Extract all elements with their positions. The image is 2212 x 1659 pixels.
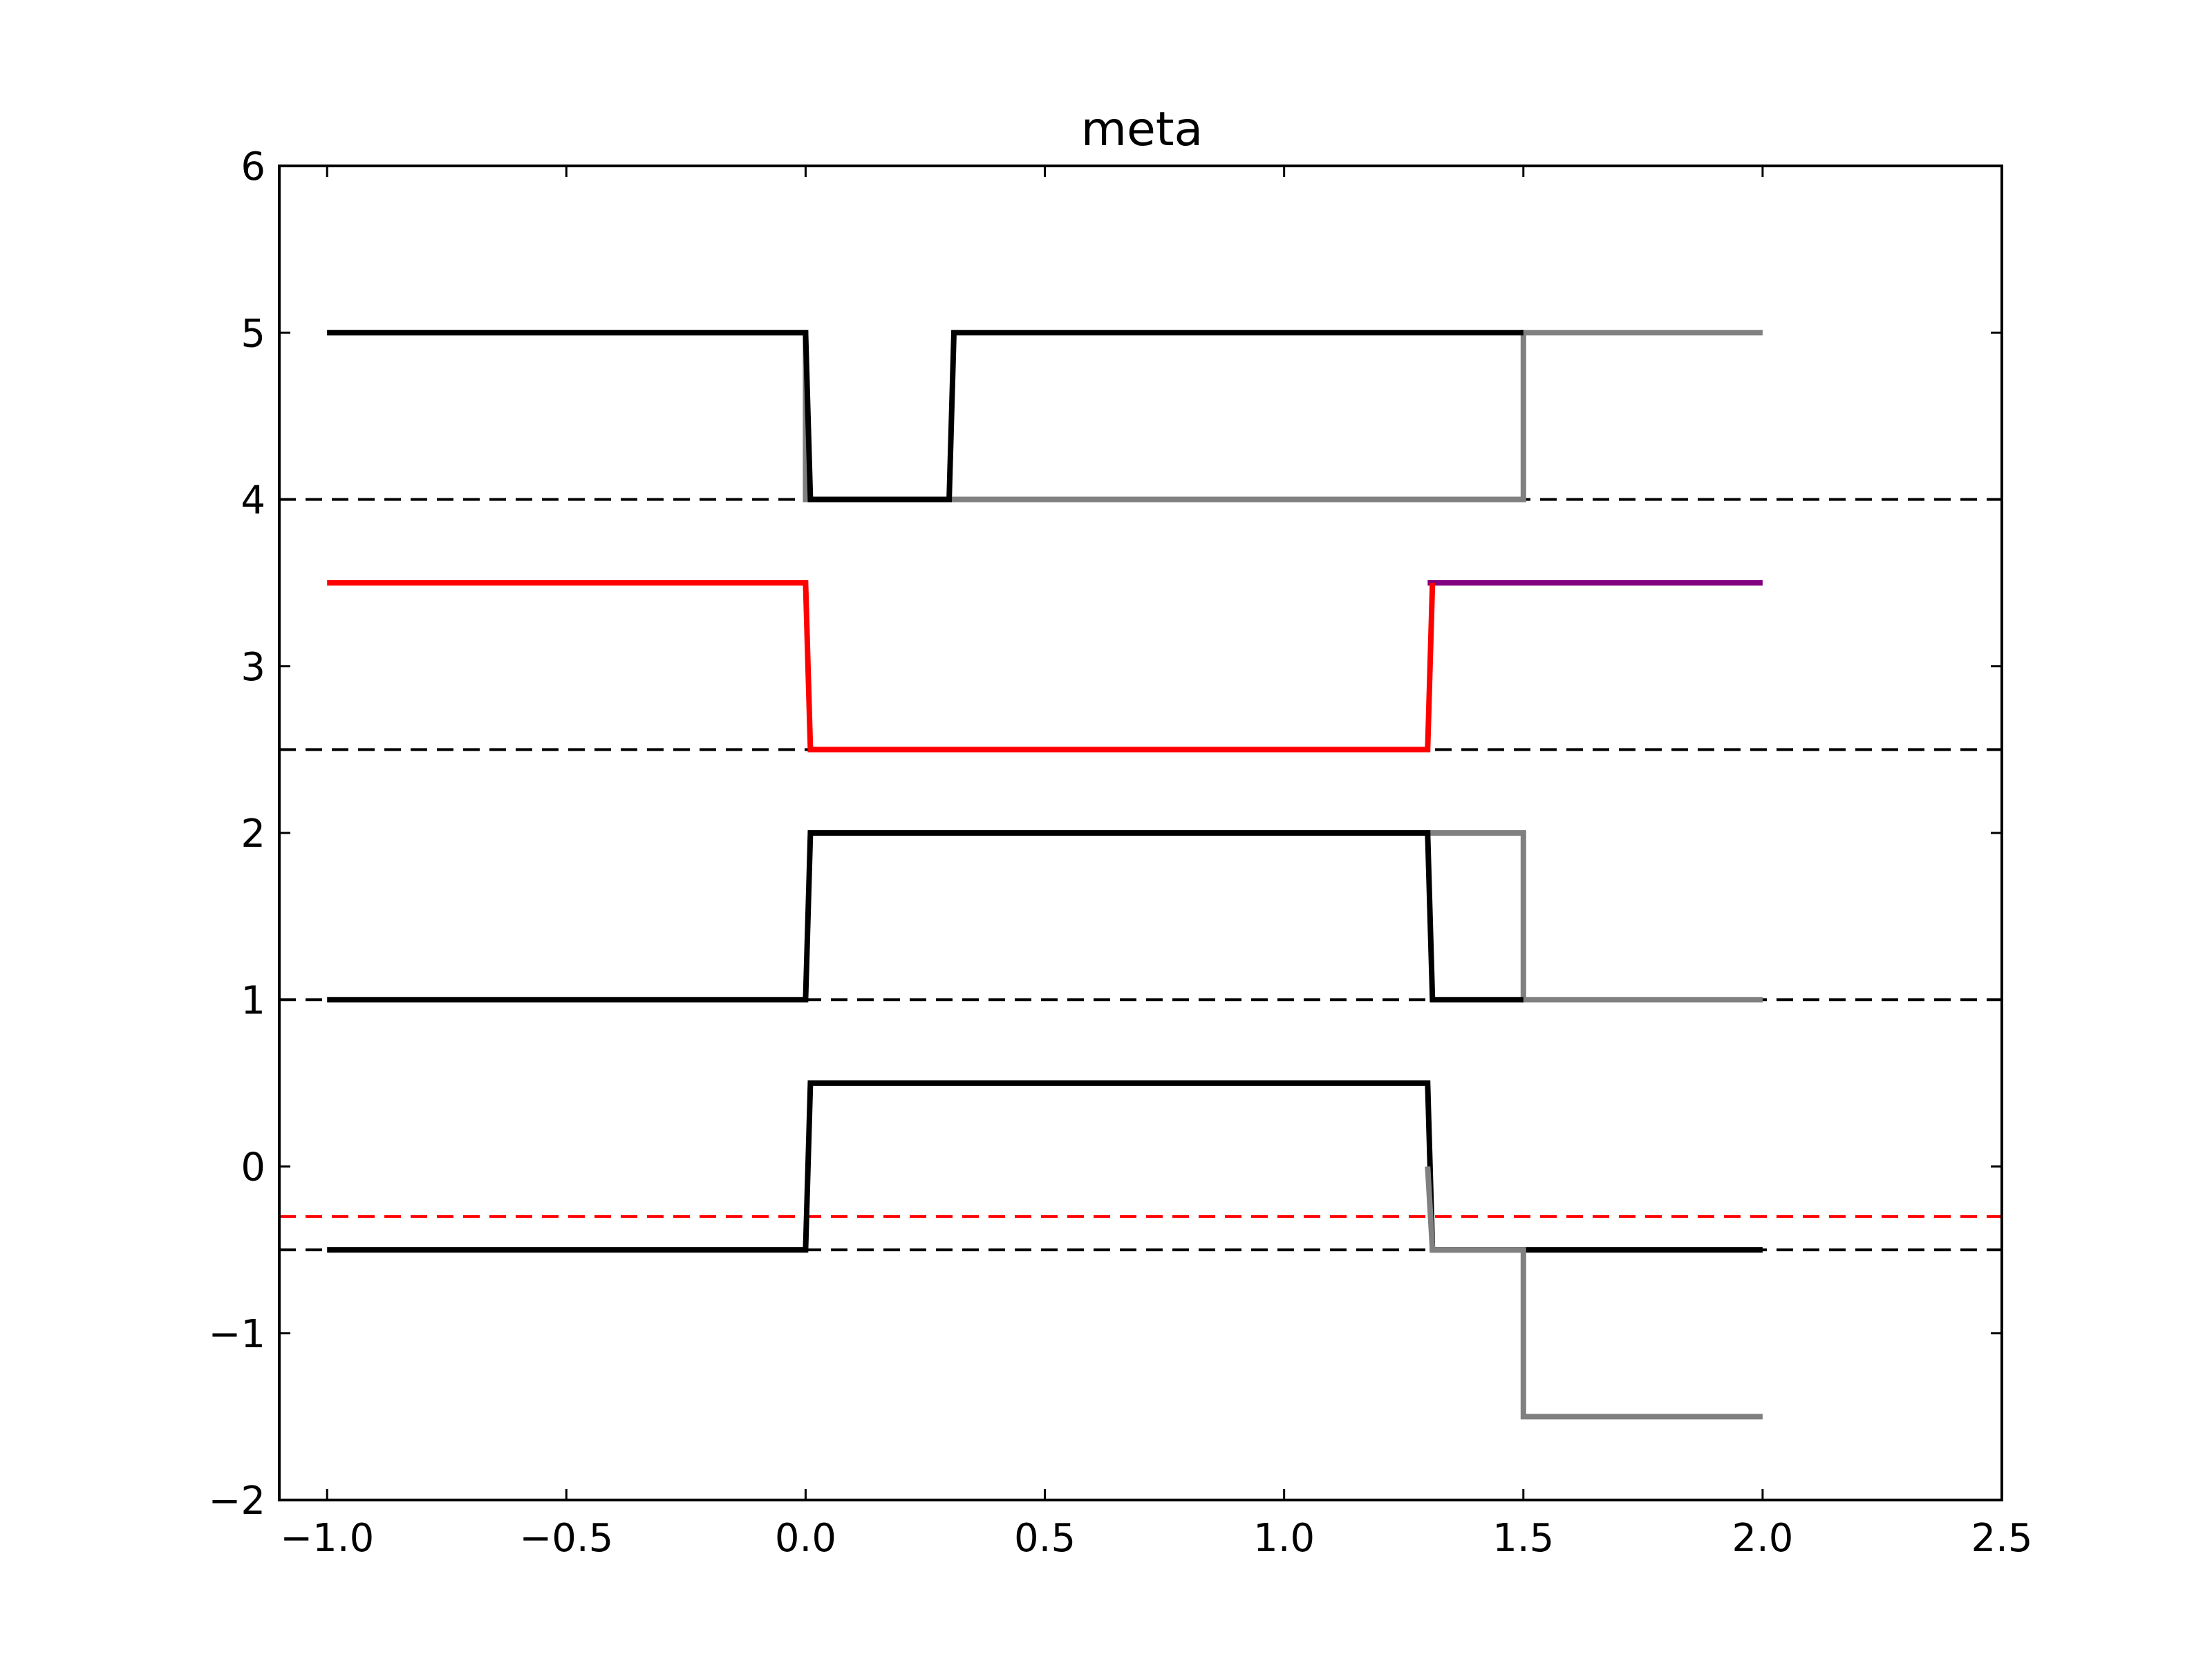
y-tick-label: 1 xyxy=(241,978,265,1023)
y-tick-label: 3 xyxy=(241,645,265,690)
y-tick-label: 0 xyxy=(241,1145,265,1190)
series-line-1 xyxy=(327,330,1524,503)
plot-area xyxy=(279,330,2002,1420)
x-tick-label: −0.5 xyxy=(519,1516,613,1561)
x-tick-label: −1.0 xyxy=(280,1516,374,1561)
series-line-3 xyxy=(327,580,1436,753)
axis-ticks: −1.0 −0.5 0.0 0.5 1.0 1.5 2.0 2.5 −2 −1 0 1 2 3 4 5 6 xyxy=(208,144,2032,1561)
y-tick-label: −1 xyxy=(208,1312,265,1357)
x-tick-label: 0.0 xyxy=(775,1516,836,1561)
y-tick-label: 2 xyxy=(241,812,265,856)
series-line-4 xyxy=(1427,830,1763,1003)
x-tick-label: 0.5 xyxy=(1014,1516,1076,1561)
chart-title: meta xyxy=(1081,102,1203,157)
y-tick-label: 4 xyxy=(241,478,265,523)
x-tick-label: 2.0 xyxy=(1732,1516,1793,1561)
series-line-7 xyxy=(1425,1166,1763,1420)
series-line-5 xyxy=(327,830,1524,1003)
x-tick-label: 1.5 xyxy=(1492,1516,1554,1561)
y-tick-label: 6 xyxy=(241,144,265,189)
x-tick-label: 2.5 xyxy=(1971,1516,2032,1561)
y-tick-label: −2 xyxy=(208,1479,265,1524)
x-tick-label: 1.0 xyxy=(1253,1516,1315,1561)
y-tick-label: 5 xyxy=(241,311,265,356)
